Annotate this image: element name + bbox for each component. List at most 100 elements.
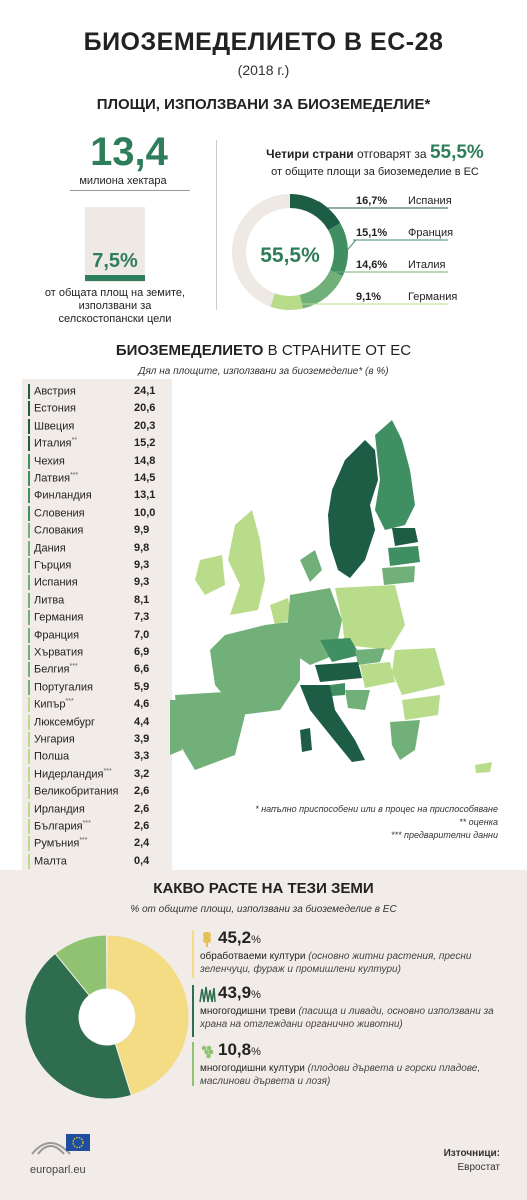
category-color-bar [192, 985, 194, 1037]
country-name-wrap: Швеция [34, 420, 75, 433]
country-color-bar [28, 732, 30, 747]
country-name-wrap: Кипър*** [34, 698, 74, 711]
eu-title-bold: БИОЗЕМЕДЕЛИЕТО [115, 342, 264, 359]
map-finland [375, 420, 415, 530]
country-name-wrap: Белгия*** [34, 663, 78, 676]
country-color-bar [28, 819, 30, 834]
country-row: Великобритания 2,6 [28, 783, 168, 800]
leader-line-0 [318, 201, 448, 209]
legend-country: Германия [408, 291, 458, 303]
country-value: 9,3 [134, 576, 150, 589]
country-name-wrap: Румъния*** [34, 837, 88, 850]
country-color-bar [28, 697, 30, 713]
country-value: 8,1 [134, 593, 150, 606]
land-use-donut-chart [24, 934, 190, 1100]
country-name: Литва [34, 594, 65, 607]
country-name-wrap: Германия [34, 611, 83, 624]
country-value: 9,8 [134, 541, 150, 554]
country-value: 3,3 [134, 750, 150, 763]
map-portugal [170, 700, 182, 755]
footnote-2: ** оценка [459, 817, 498, 827]
country-name: Полша [34, 751, 70, 764]
map-benelux [270, 598, 292, 625]
country-value: 14,8 [134, 454, 156, 467]
country-value: 3,2 [134, 767, 150, 780]
country-color-bar [28, 418, 30, 434]
country-name: Швеция [34, 420, 75, 433]
country-name: Унгария [34, 733, 75, 746]
country-value: 2,6 [134, 802, 150, 815]
map-ireland [195, 555, 225, 595]
donut-segment-0 [290, 194, 341, 231]
map-spain [175, 692, 245, 770]
footnote-1: * напълно приспособени или в процес на п… [255, 804, 498, 814]
country-color-bar [28, 853, 30, 869]
category-name: многогодишни треви [200, 1006, 296, 1017]
country-name: Кипър [34, 698, 66, 711]
legend-value: 9,1% [356, 291, 382, 303]
leader-line-1 [347, 239, 448, 250]
country-name-wrap: Великобритания [34, 785, 118, 798]
country-color-bar [28, 662, 30, 678]
country-color-bar [28, 505, 30, 521]
country-value: 20,3 [134, 419, 156, 432]
four-countries-donut-chart: 55,5% [232, 194, 448, 311]
country-mark: *** [103, 767, 112, 775]
legend-row: 16,7% Испания [356, 195, 452, 207]
four-countries-subtitle: от общите площи за биоземеделие в ЕС [271, 166, 479, 178]
category-color-bar [192, 1042, 194, 1086]
country-name-wrap: Полша [34, 750, 69, 763]
country-name: Финландия [34, 490, 92, 503]
legend-row: 14,6% Италия [356, 259, 445, 271]
country-name-wrap: Франция [34, 629, 79, 641]
growing-title: КАКВО РАСТЕ НА ТЕЗИ ЗЕМИ [153, 880, 374, 897]
share-bar [85, 275, 145, 281]
legend-row: 9,1% Германия [356, 291, 457, 303]
map-croatia [345, 690, 370, 710]
country-name-wrap: Гърция [34, 559, 71, 572]
page-title: БИОЗЕМЕДЕЛИЕТО В ЕС-28 [83, 28, 444, 56]
share-text: от общата площ на земите, използвани за … [44, 287, 186, 325]
country-row: Гърция 9,3 [28, 557, 168, 574]
country-mark: *** [79, 837, 88, 845]
country-row: Франция 7,0 [28, 627, 168, 644]
map-czechia [320, 638, 360, 662]
country-value: 7,3 [134, 611, 150, 624]
donut-center-label: 55,5% [260, 244, 320, 267]
eu-section-title: БИОЗЕМЕДЕЛИЕТО В СТРАНИТЕ ОТ ЕС [0, 342, 527, 359]
country-row: Естония 20,6 [28, 400, 168, 417]
country-color-bar [28, 523, 30, 539]
country-name: Португалия [34, 681, 93, 694]
map-france [210, 625, 300, 715]
category-value: 45,2 [218, 928, 252, 947]
country-color-bar [28, 749, 30, 765]
map-denmark [300, 550, 322, 582]
category-description: (основно житни растения, пресни зеленчуц… [200, 951, 472, 975]
map-lithuania [382, 566, 415, 585]
country-name: Хърватия [34, 646, 84, 659]
country-name-wrap: Естония [34, 402, 76, 415]
four-title-value: 55,5% [429, 142, 484, 163]
country-row: Унгария 3,9 [28, 731, 168, 748]
country-row: Литва 8,1 [28, 592, 168, 609]
country-color-bar [28, 784, 30, 800]
country-row: Словения 10,0 [28, 505, 168, 522]
map-poland [335, 585, 405, 650]
four-countries-title: Четири страни отговарят за 55,5% [230, 142, 520, 164]
category-color-bar [192, 930, 194, 978]
four-title-bold: Четири страни [266, 147, 354, 161]
country-mark: *** [69, 663, 78, 671]
country-name-wrap: Литва [34, 594, 65, 607]
land-use-category: 10,8% многогодишни култури (плодови дърве… [192, 1040, 512, 1087]
eu-section-subtitle: Дял на площите, използвани за биоземедел… [138, 366, 389, 377]
country-name-wrap: Словения [34, 507, 85, 519]
country-name: Дания [34, 542, 66, 555]
map-slovakia [355, 648, 385, 665]
country-name-wrap: Люксембург [34, 716, 96, 729]
country-name: Люксембург [34, 716, 96, 729]
map-italy [300, 685, 365, 762]
country-value: 20,6 [134, 402, 156, 415]
map-latvia [388, 546, 420, 566]
map-sardinia [300, 728, 312, 752]
country-name-wrap: Хърватия [34, 646, 83, 659]
